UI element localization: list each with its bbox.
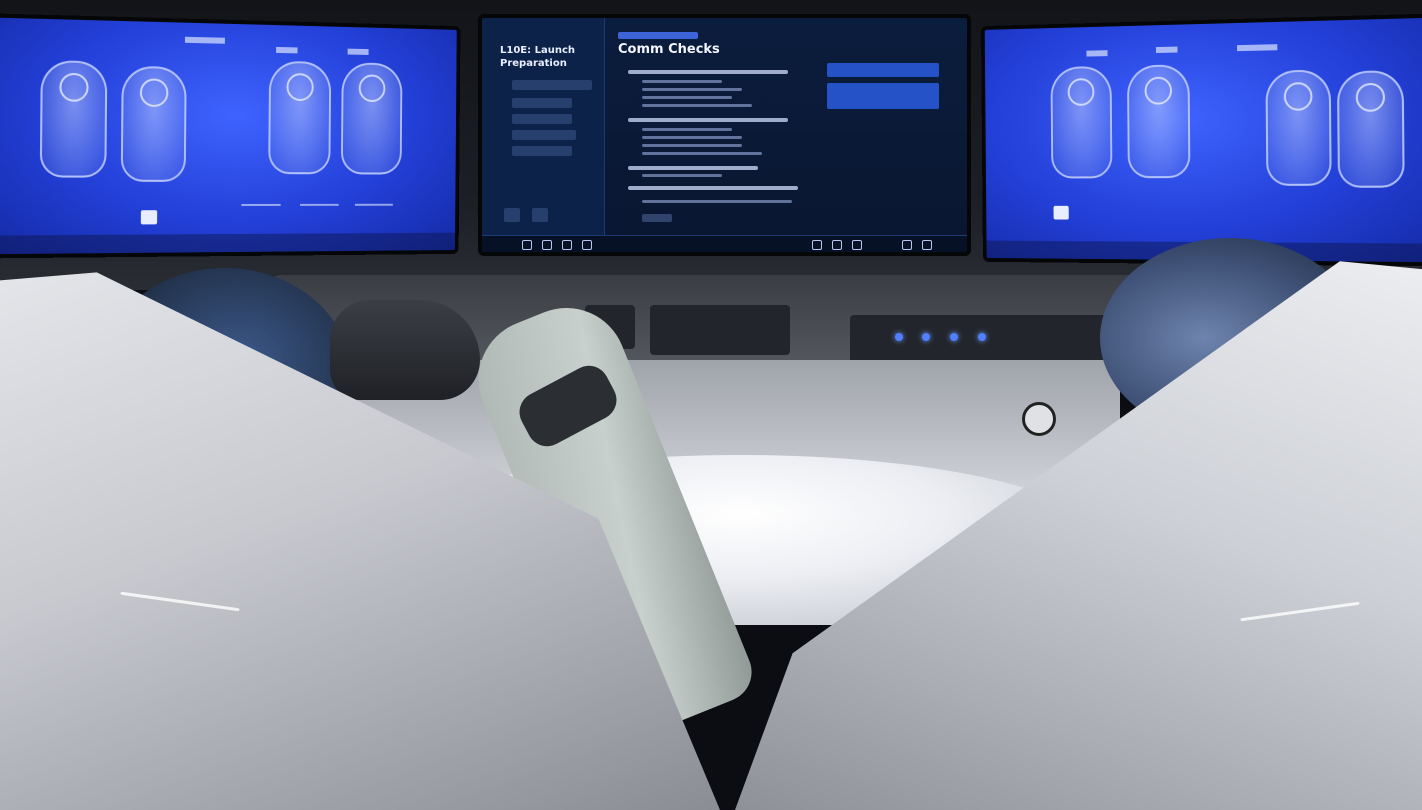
procedure-item[interactable] <box>512 114 572 124</box>
checklist-substep <box>642 96 732 99</box>
seat-label <box>1156 47 1178 53</box>
console-light <box>895 333 903 341</box>
left-display[interactable] <box>0 13 460 258</box>
console-light <box>950 333 958 341</box>
checklist-substep <box>642 174 722 177</box>
status-icon[interactable] <box>832 240 842 250</box>
checklist-substep <box>642 136 742 139</box>
status-icon[interactable] <box>852 240 862 250</box>
procedure-item[interactable] <box>512 130 576 140</box>
gauge-readout <box>300 182 339 206</box>
status-icon[interactable] <box>542 240 552 250</box>
checklist-step[interactable] <box>628 118 788 122</box>
console-light <box>922 333 930 341</box>
seat-label <box>1086 50 1107 56</box>
console-slot <box>650 305 790 355</box>
procedure-item[interactable] <box>512 80 592 90</box>
seat-figure <box>268 61 331 175</box>
checklist-substep <box>642 200 792 203</box>
checklist-substep <box>642 80 722 83</box>
seat-figure <box>40 60 108 178</box>
seat-control-button[interactable] <box>1054 206 1069 220</box>
page-title: Comm Checks <box>618 42 720 57</box>
seat-figure <box>1265 69 1331 185</box>
sidebar-button[interactable] <box>532 208 548 222</box>
status-icon[interactable] <box>812 240 822 250</box>
astronaut-glove <box>330 300 480 400</box>
seat-figure <box>341 62 403 174</box>
status-icon[interactable] <box>902 240 912 250</box>
center-display[interactable]: L10E: Launch Preparation Comm Checks <box>478 14 971 256</box>
checklist-step[interactable] <box>628 166 758 170</box>
seat-figure <box>121 66 187 182</box>
seat-label <box>276 47 297 53</box>
seat-label <box>1237 44 1277 51</box>
checklist-substep <box>642 88 742 91</box>
status-icon[interactable] <box>562 240 572 250</box>
display-toolbar[interactable] <box>0 233 455 255</box>
display-status-bar[interactable] <box>482 235 967 252</box>
checklist-substep <box>642 128 732 131</box>
procedure-title: L10E: Launch Preparation <box>500 44 600 70</box>
procedure-sidebar: L10E: Launch Preparation <box>482 18 605 252</box>
breadcrumb[interactable] <box>618 32 698 39</box>
checklist-step[interactable] <box>628 70 788 74</box>
status-icon[interactable] <box>922 240 932 250</box>
hatch-handle <box>1022 402 1056 436</box>
console-light <box>978 333 986 341</box>
note-box <box>827 83 939 109</box>
procedure-item[interactable] <box>512 146 572 156</box>
procedure-item[interactable] <box>512 98 572 108</box>
checklist-substep <box>642 104 752 107</box>
gauge-readout <box>241 182 280 206</box>
note-panel <box>827 63 939 109</box>
seat-figure <box>1127 64 1191 178</box>
seat-figure <box>1337 70 1405 188</box>
sidebar-button[interactable] <box>504 208 520 222</box>
seat-label <box>185 37 225 44</box>
checklist-substep <box>642 144 742 147</box>
status-icon[interactable] <box>582 240 592 250</box>
checklist-step[interactable] <box>628 186 798 190</box>
checklist-button[interactable] <box>642 214 672 222</box>
gauge-readout <box>355 182 393 206</box>
cockpit-scene: L10E: Launch Preparation Comm Checks <box>0 0 1422 747</box>
seat-control-button[interactable] <box>141 210 157 224</box>
right-display[interactable] <box>981 13 1422 266</box>
status-icon[interactable] <box>522 240 532 250</box>
seat-label <box>348 49 369 55</box>
seat-figure <box>1050 66 1112 179</box>
checklist-substep <box>642 152 762 155</box>
note-box <box>827 63 939 77</box>
